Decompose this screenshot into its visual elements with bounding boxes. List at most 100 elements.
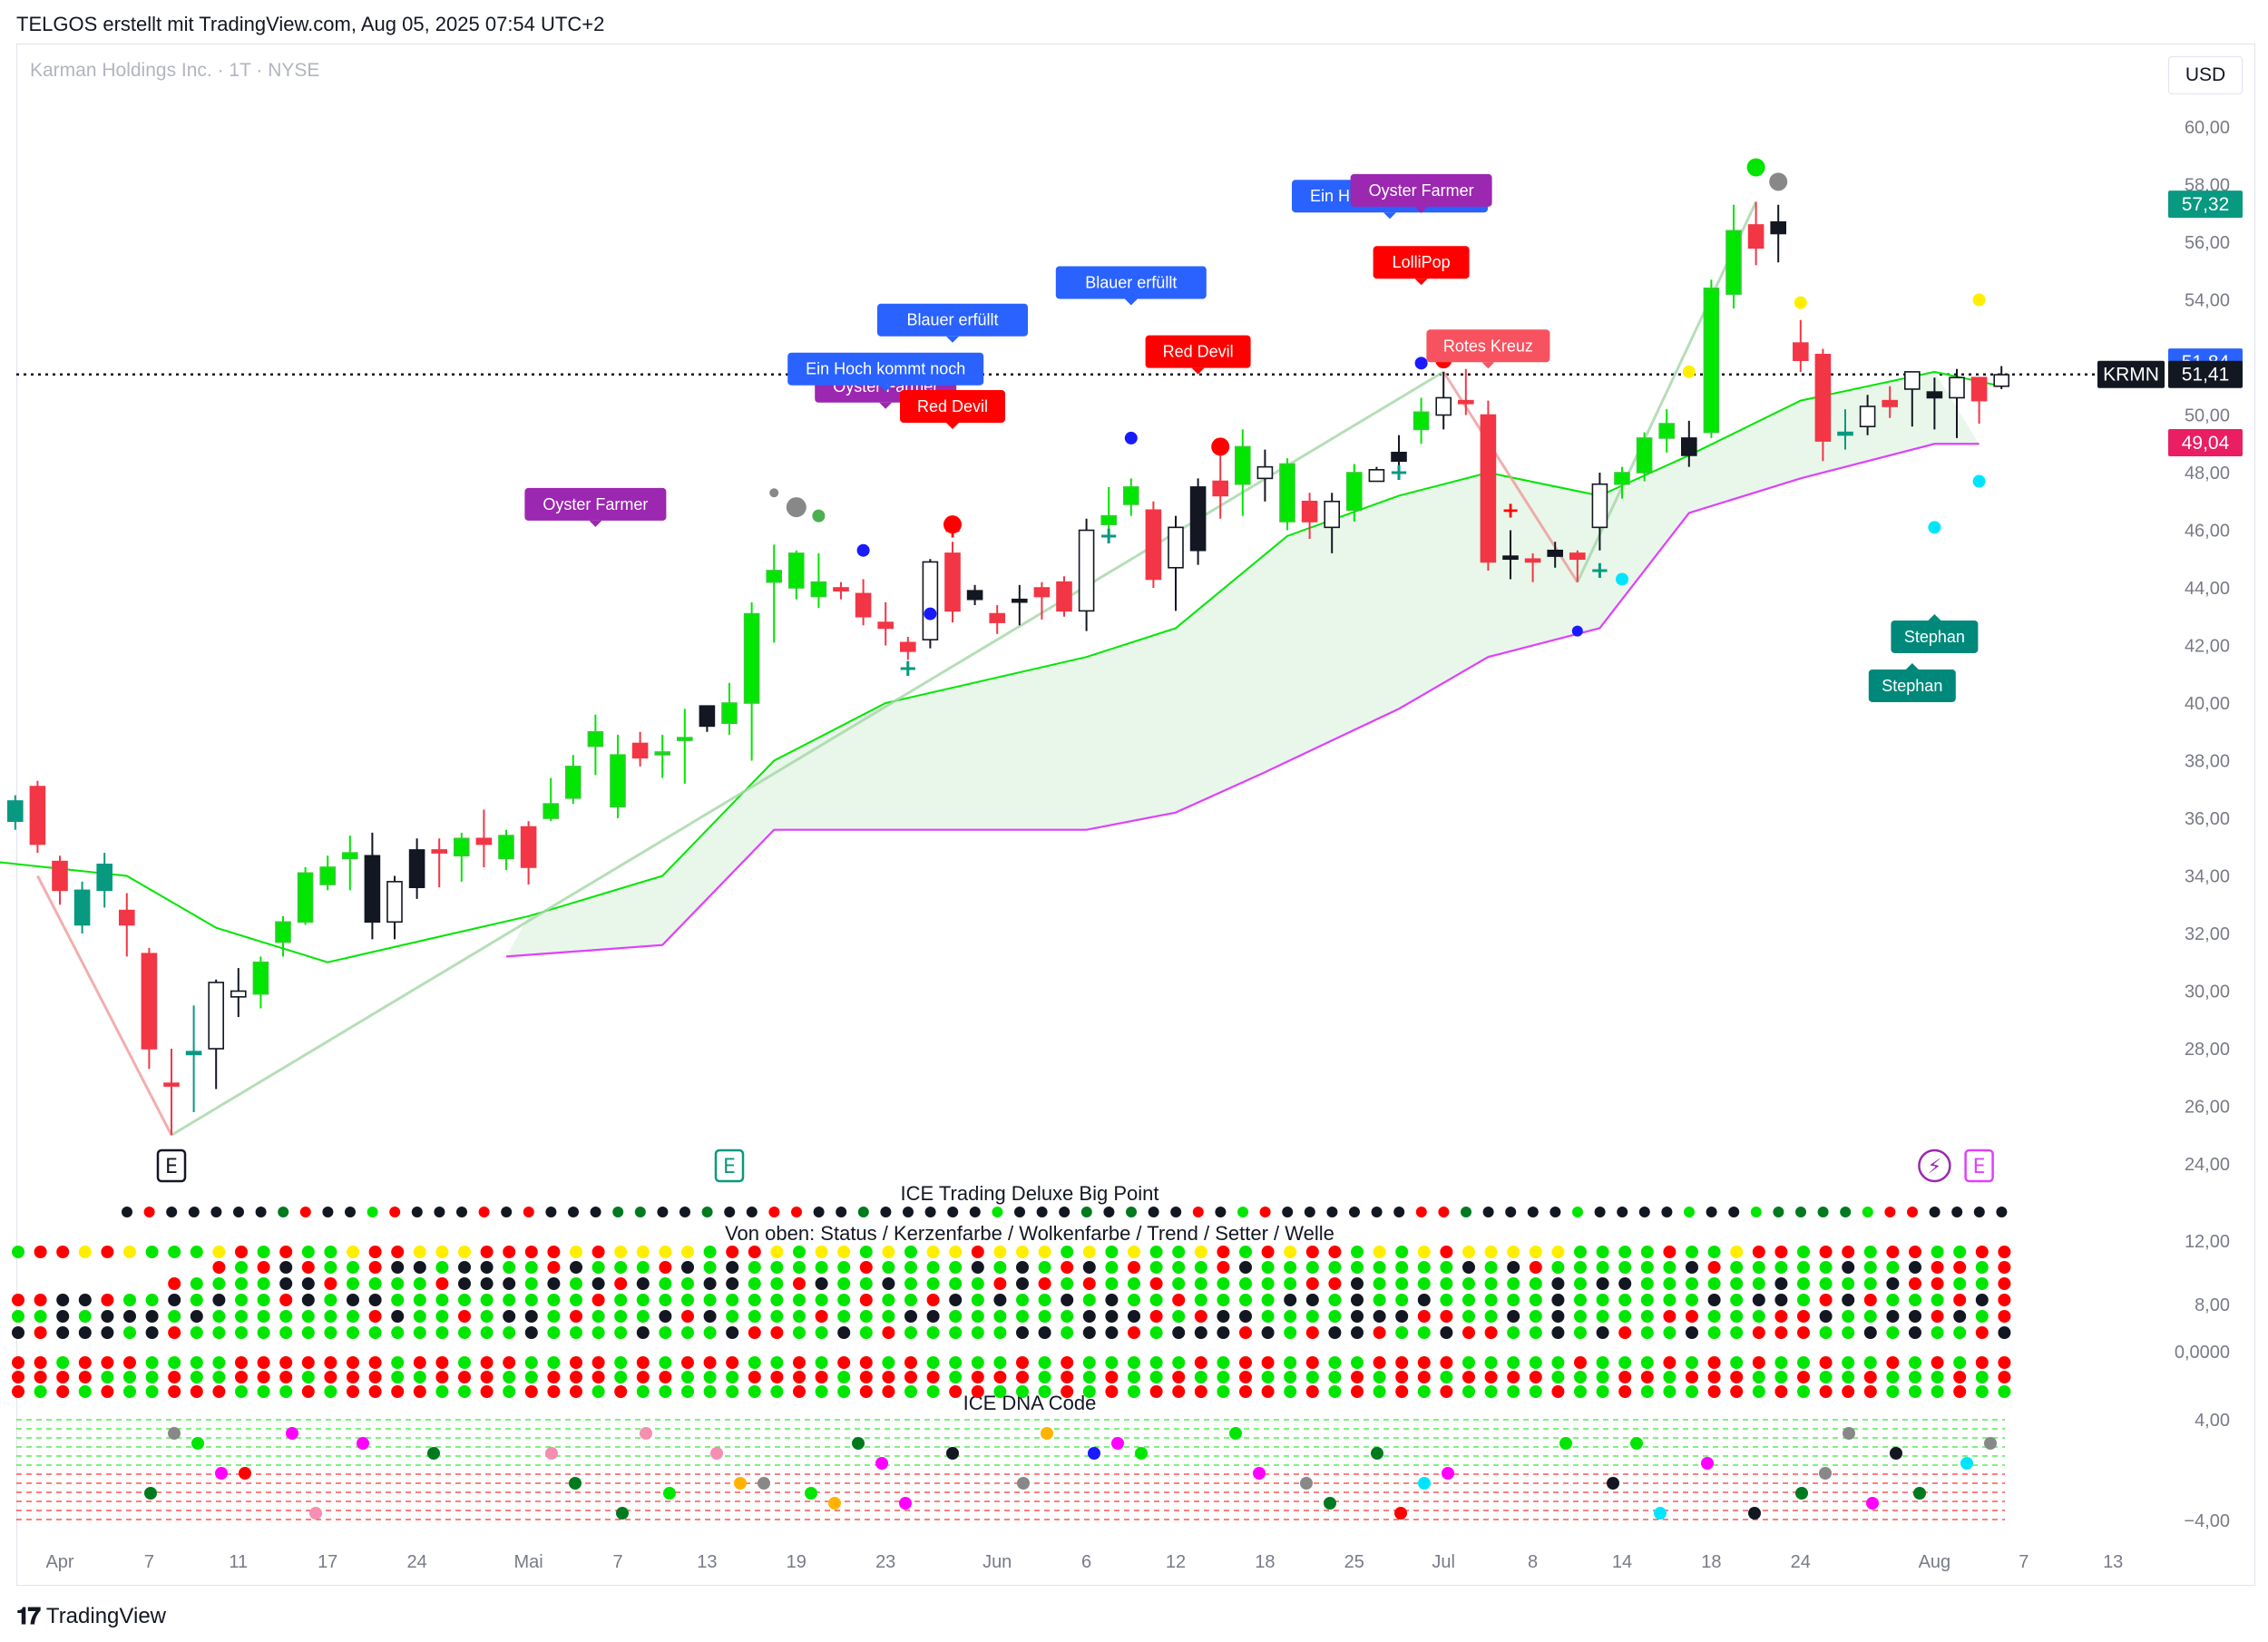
candle[interactable]	[1391, 435, 1407, 467]
candle[interactable]	[230, 968, 247, 1018]
candle[interactable]	[610, 734, 626, 818]
candle[interactable]	[1189, 478, 1207, 565]
candle[interactable]	[1301, 493, 1318, 540]
candle[interactable]	[1480, 400, 1497, 571]
candle[interactable]	[1658, 409, 1675, 453]
candle[interactable]	[453, 832, 470, 882]
candle[interactable]	[319, 855, 337, 891]
candle[interactable]	[208, 979, 224, 1090]
candle[interactable]	[185, 1005, 202, 1112]
candle[interactable]	[119, 893, 135, 957]
candle[interactable]	[766, 544, 783, 643]
candle[interactable]	[1814, 348, 1832, 462]
signal-label-lollipop[interactable]: LolliPop	[1373, 246, 1470, 286]
candle[interactable]	[1502, 530, 1519, 580]
candle[interactable]	[297, 866, 314, 925]
candle[interactable]	[7, 795, 24, 830]
candle[interactable]	[721, 682, 738, 735]
signal-label-blauer-erf-llt[interactable]: Blauer erfüllt	[877, 303, 1028, 343]
candle[interactable]	[1793, 319, 1809, 372]
candle[interactable]	[1435, 371, 1452, 430]
candle[interactable]	[520, 821, 537, 885]
candle[interactable]	[944, 542, 961, 623]
candle[interactable]	[1949, 368, 1965, 438]
candle[interactable]	[163, 1049, 180, 1136]
event-marker-icon[interactable]: E	[1964, 1148, 1994, 1183]
candle[interactable]	[386, 875, 403, 940]
candle[interactable]	[29, 780, 46, 854]
candle[interactable]	[252, 956, 269, 1009]
candle[interactable]	[1458, 368, 1474, 415]
candle[interactable]	[1837, 409, 1853, 450]
candle[interactable]	[498, 829, 514, 871]
candle[interactable]	[587, 714, 604, 776]
candle[interactable]	[810, 552, 827, 609]
candle[interactable]	[676, 709, 693, 784]
candle[interactable]	[1993, 366, 2009, 389]
candle[interactable]	[1012, 584, 1028, 626]
candle[interactable]	[855, 579, 872, 626]
candle[interactable]	[1413, 397, 1430, 445]
signal-label-rotes-kreuz[interactable]: Rotes Kreuz	[1426, 329, 1550, 369]
candle[interactable]	[989, 605, 1005, 634]
candle[interactable]	[1123, 478, 1139, 516]
candle[interactable]	[1324, 493, 1340, 553]
event-marker-icon[interactable]: ⚡	[1918, 1148, 1951, 1183]
signal-label-blauer-erf-llt[interactable]: Blauer erfüllt	[1055, 266, 1207, 306]
candle[interactable]	[631, 731, 649, 767]
signal-label-oyster-farmer[interactable]: Oyster Farmer	[1350, 173, 1492, 213]
signal-label-stephan[interactable]: Stephan	[1868, 662, 1956, 702]
candle[interactable]	[275, 915, 291, 957]
candle[interactable]	[1591, 473, 1608, 551]
candle[interactable]	[1212, 449, 1228, 519]
event-marker-icon[interactable]: E	[156, 1148, 187, 1183]
candle[interactable]	[1703, 279, 1720, 438]
candle[interactable]	[73, 881, 91, 933]
candle[interactable]	[1926, 377, 1943, 430]
candle[interactable]	[1100, 486, 1117, 536]
signal-label-ein-hoch-kommt-noch[interactable]: Ein Hoch kommt noch	[787, 352, 984, 392]
candle[interactable]	[1614, 466, 1630, 499]
candle[interactable]	[1904, 371, 1921, 427]
candle[interactable]	[52, 855, 68, 905]
candle[interactable]	[1636, 432, 1653, 482]
candle[interactable]	[1970, 376, 1988, 425]
tradingview-brand[interactable]: 𝟏𝟕 TradingView	[16, 1602, 166, 1631]
candle[interactable]	[699, 705, 716, 732]
candle[interactable]	[1033, 582, 1051, 620]
candle[interactable]	[1279, 458, 1295, 531]
candle[interactable]	[877, 601, 894, 646]
candle[interactable]	[1882, 386, 1898, 418]
candle[interactable]	[1368, 466, 1385, 483]
candle[interactable]	[1235, 429, 1251, 516]
candle[interactable]	[341, 836, 358, 891]
candle[interactable]	[1145, 501, 1162, 588]
candle[interactable]	[475, 809, 493, 867]
signal-label-stephan[interactable]: Stephan	[1891, 613, 1979, 653]
candle[interactable]	[1770, 204, 1786, 263]
candle[interactable]	[1547, 542, 1563, 568]
event-marker-icon[interactable]: E	[714, 1148, 745, 1183]
candle[interactable]	[1681, 420, 1697, 467]
signal-label-oyster-farmer[interactable]: Oyster Farmer	[524, 487, 667, 527]
currency-button[interactable]: USD	[2168, 56, 2243, 94]
candle[interactable]	[1725, 204, 1742, 309]
signal-label-red-devil[interactable]: Red Devil	[1145, 335, 1251, 375]
candle[interactable]	[922, 559, 939, 649]
candle[interactable]	[966, 584, 983, 606]
candle[interactable]	[1256, 449, 1274, 502]
candle[interactable]	[408, 838, 425, 899]
candle[interactable]	[431, 838, 448, 888]
candle[interactable]	[1056, 576, 1072, 617]
candle[interactable]	[364, 832, 381, 940]
candle[interactable]	[1569, 550, 1586, 582]
candle[interactable]	[1524, 552, 1541, 582]
candle[interactable]	[96, 853, 112, 908]
candle[interactable]	[543, 777, 560, 822]
candle[interactable]	[1078, 518, 1095, 631]
candle[interactable]	[899, 636, 916, 660]
candle[interactable]	[141, 947, 158, 1070]
candle[interactable]	[1168, 515, 1184, 611]
candle[interactable]	[1346, 464, 1363, 522]
